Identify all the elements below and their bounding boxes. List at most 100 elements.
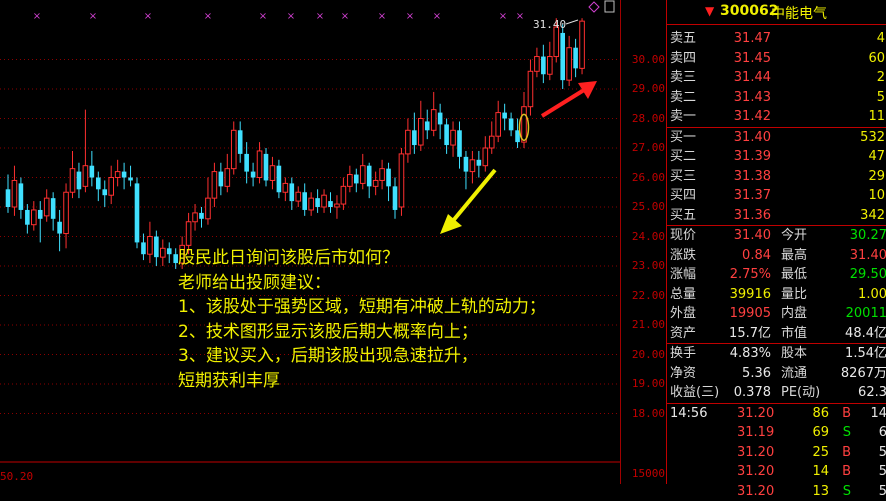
event-marker: × — [259, 11, 267, 22]
bid-volume: 342 — [860, 206, 885, 226]
candle-body — [483, 148, 488, 166]
candle-body — [393, 186, 398, 210]
finance-label: 流通 — [781, 364, 807, 384]
candle-body — [444, 124, 449, 145]
volume-tick-label: 15000 — [632, 467, 665, 480]
stat-label: 总量 — [670, 285, 696, 305]
stat-label: 最高 — [781, 246, 807, 266]
candle-body — [360, 166, 365, 184]
candle-body — [580, 21, 585, 68]
price-tick-label: 28.00 — [632, 112, 665, 125]
candle-body — [193, 213, 198, 222]
bid-label: 买五 — [670, 206, 696, 226]
candle-body — [528, 71, 533, 106]
finance-value: 1.54亿 — [845, 344, 886, 364]
diamond-icon — [589, 2, 599, 12]
tick-direction: B — [842, 404, 851, 424]
candle-body — [90, 166, 95, 178]
event-marker: × — [144, 11, 152, 22]
candle-body — [257, 151, 262, 178]
stat-label: 涨跌 — [670, 246, 696, 266]
candle-body — [315, 198, 320, 207]
candle-body — [419, 119, 424, 146]
event-marker: × — [341, 11, 349, 22]
bid-label: 买一 — [670, 128, 696, 148]
candle-body — [341, 186, 346, 204]
kline-canvas[interactable]: ×××××××××××××31.40 — [0, 0, 620, 484]
bid-volume: 10 — [868, 186, 885, 206]
stat-value: 2.75% — [730, 265, 771, 285]
kline-chart[interactable]: ×××××××××××××31.40 股民此日询问该股后市如何？ 老师给出投顾建… — [0, 0, 620, 484]
event-marker: × — [378, 11, 386, 22]
candle-body — [322, 195, 327, 207]
candle-body — [115, 172, 120, 178]
price-tick-label: 25.00 — [632, 200, 665, 213]
tick-extra: 5 — [879, 462, 886, 482]
tick-direction: B — [842, 443, 851, 463]
candle-body — [367, 166, 372, 187]
candle-body — [206, 198, 211, 219]
finance-label: 净资 — [670, 364, 696, 384]
bid-volume: 47 — [868, 147, 885, 167]
price-tick-label: 18.00 — [632, 407, 665, 420]
tick-time: 14:56 — [670, 404, 707, 424]
advisor-annotation: 股民此日询问该股后市如何？ 老师给出投顾建议： 1、该股处于强势区域，短期有冲破… — [178, 246, 546, 393]
tick-direction: S — [843, 423, 851, 443]
bid-row: 买五 31.36 342 — [667, 206, 886, 226]
candle-body — [290, 183, 295, 201]
candle-body — [44, 198, 49, 216]
stat-value: 1.00 — [858, 285, 886, 305]
candle-body — [264, 154, 269, 181]
bid-label: 买二 — [670, 147, 696, 167]
candle-body — [64, 192, 69, 233]
candle-body — [477, 160, 482, 166]
candle-body — [464, 157, 469, 172]
candle-body — [244, 154, 249, 172]
ask-label: 卖五 — [670, 29, 696, 49]
tick-volume: 13 — [812, 482, 829, 501]
annotation-line: 短期获利丰厚 — [178, 369, 546, 394]
candle-body — [212, 172, 217, 199]
candle-body — [451, 130, 456, 145]
bid-price: 31.40 — [734, 128, 771, 148]
candle-body — [141, 242, 146, 254]
price-tick-label: 30.00 — [632, 53, 665, 66]
tick-price: 31.19 — [737, 423, 774, 443]
candle-body — [277, 166, 282, 193]
candle-body — [567, 48, 572, 80]
stat-value: 31.40 — [734, 226, 771, 246]
flag-icon: ▼ — [705, 4, 714, 18]
candle-body — [573, 48, 578, 69]
finance-label: 收益(三) — [670, 383, 719, 403]
candle-body — [12, 180, 17, 207]
candle-body — [96, 178, 101, 190]
stat-value: 19905 — [730, 304, 771, 324]
candle-body — [496, 113, 501, 137]
stock-code: 300062 — [720, 3, 778, 19]
stock-name: 中能电气 — [771, 3, 827, 23]
bid-volume: 532 — [860, 128, 885, 148]
candle-body — [522, 107, 527, 142]
finance-value: 62.3 — [858, 383, 886, 403]
stat-value: 30.27 — [850, 226, 886, 246]
candle-body — [154, 237, 159, 258]
candle-body — [335, 204, 340, 207]
bid-price: 31.36 — [734, 206, 771, 226]
candle-body — [83, 166, 88, 187]
candle-body — [270, 166, 275, 181]
finance-value: 4.83% — [730, 344, 771, 364]
candle-body — [186, 222, 191, 246]
annotation-line: 2、技术图形显示该股后期大概率向上； — [178, 320, 546, 345]
finance-value: 8267万 — [841, 364, 886, 384]
